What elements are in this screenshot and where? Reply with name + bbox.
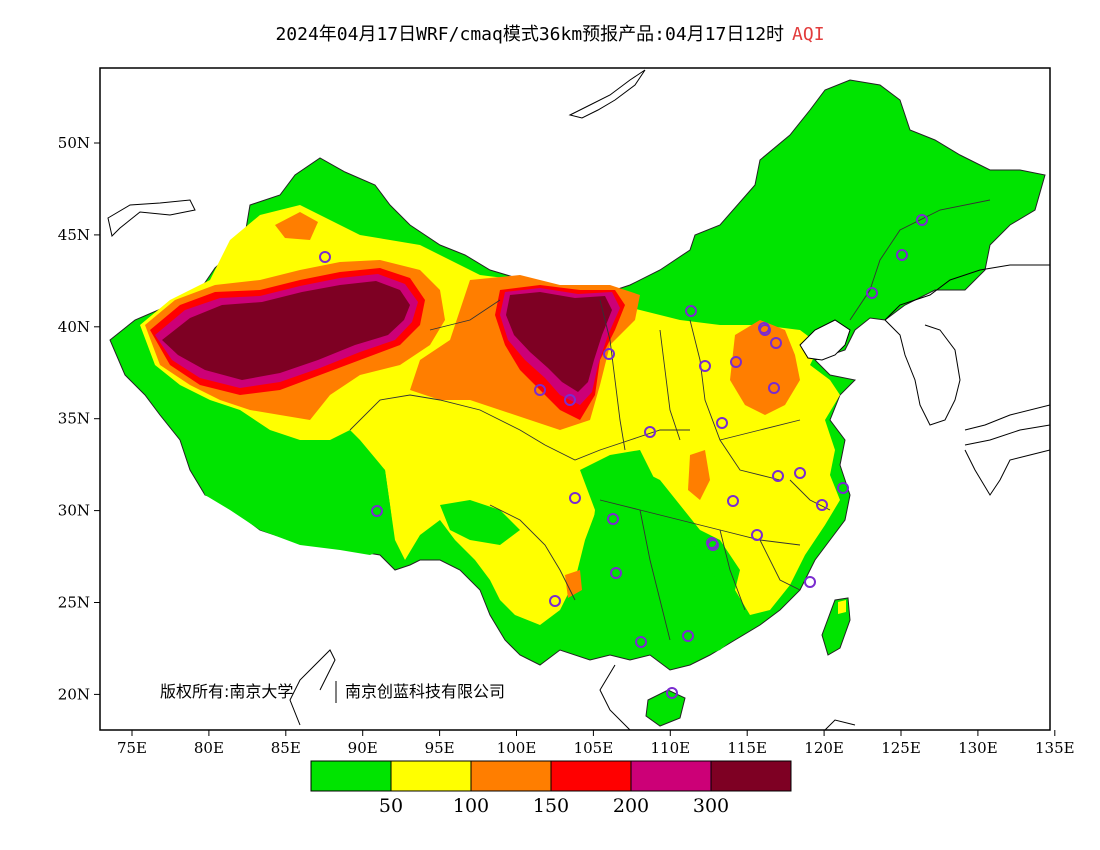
station-marker	[607, 513, 619, 525]
aqi-good-hainan	[645, 689, 686, 727]
lat-tick-label: 50N	[58, 134, 90, 152]
lat-tick-label: 35N	[58, 410, 90, 428]
aqi-good-sichuan	[440, 500, 520, 545]
station-marker	[816, 499, 828, 511]
station-marker	[549, 595, 561, 607]
station-marker	[635, 636, 647, 648]
plot-frame	[99, 67, 1051, 731]
station-marker	[707, 539, 719, 551]
lat-tick-label: 30N	[58, 502, 90, 520]
province-borders	[349, 199, 991, 641]
lon-tick-label: 80E	[194, 739, 224, 757]
legend-label: 150	[533, 795, 569, 817]
lon-tick-label: 85E	[271, 739, 301, 757]
lon-tick-label: 135E	[1035, 739, 1075, 757]
station-marker	[768, 382, 780, 394]
aqi-hazardous-alxa	[506, 292, 612, 392]
lon-tick-label: 90E	[348, 739, 378, 757]
station-marker	[916, 214, 928, 226]
title-variable: AQI	[792, 24, 825, 45]
map-title: 2024年04月17日WRF/cmaq模式36km预报产品:04月17日12时 A…	[0, 20, 1100, 46]
station-marker	[564, 394, 576, 406]
station-marker	[666, 687, 678, 699]
map-area	[107, 69, 1050, 730]
station-marker	[716, 417, 728, 429]
station-marker	[371, 505, 383, 517]
aqi-usg-north-plain	[730, 320, 800, 415]
lon-tick-label: 110E	[651, 739, 691, 757]
legend-label: 50	[379, 795, 403, 817]
station-marker	[534, 384, 546, 396]
bohai-sea	[799, 319, 851, 361]
lat-tick-label: 20N	[58, 685, 90, 703]
lat-tick-label: 45N	[58, 226, 90, 244]
aqi-usg-yunnan	[565, 570, 582, 598]
lat-tick-label: 25N	[58, 594, 90, 612]
station-marker	[804, 576, 816, 588]
legend-label: 200	[613, 795, 649, 817]
station-marker	[699, 360, 711, 372]
title-prefix: 2024年04月17日WRF/cmaq模式36km预报产品:04月17日12时	[275, 24, 785, 45]
station-marker	[319, 251, 331, 263]
aqi-usg-junggar	[275, 212, 318, 240]
aqi-legend: 50 100 150 200 300	[310, 760, 792, 817]
station-marker	[866, 287, 878, 299]
aqi-moderate-taiwan	[838, 600, 846, 614]
lon-tick-label: 115E	[727, 739, 767, 757]
legend-swatch	[470, 760, 552, 792]
lon-tick-label: 130E	[958, 739, 998, 757]
legend-swatch	[550, 760, 632, 792]
legend-swatch	[630, 760, 712, 792]
station-marker	[751, 529, 763, 541]
legend-label: 100	[453, 795, 489, 817]
station-marker	[682, 630, 694, 642]
lon-tick-label: 75E	[117, 739, 147, 757]
station-marker	[603, 348, 615, 360]
lon-ticks: 75E 80E 85E 90E 95E 100E 105E 110E 115E 120E 125E 1…	[117, 730, 1075, 757]
station-marker	[727, 495, 739, 507]
copyright-left: 版权所有:南京大学	[160, 682, 293, 701]
station-marker	[837, 482, 849, 494]
lon-tick-label: 125E	[881, 739, 921, 757]
lon-tick-label: 95E	[425, 739, 455, 757]
aqi-hazardous-taklimakan	[162, 281, 410, 380]
station-marker	[685, 305, 697, 317]
legend-swatch	[390, 760, 472, 792]
lat-tick-label: 40N	[58, 318, 90, 336]
station-marker	[772, 470, 784, 482]
lon-tick-label: 100E	[497, 739, 537, 757]
station-marker	[644, 426, 656, 438]
station-marker	[730, 356, 742, 368]
legend-swatch	[310, 760, 392, 792]
legend-swatch	[710, 760, 792, 792]
station-marker	[794, 467, 806, 479]
lat-ticks: 50N 45N 40N 35N 30N 25N 20N	[58, 134, 100, 703]
legend-label: 300	[693, 795, 729, 817]
lon-tick-label: 105E	[574, 739, 614, 757]
copyright-right: 南京创蓝科技有限公司	[345, 682, 505, 701]
station-marker	[896, 249, 908, 261]
station-markers	[319, 214, 928, 699]
station-marker	[610, 567, 622, 579]
aqi-good-tibet	[190, 430, 395, 555]
station-marker	[759, 324, 771, 336]
station-marker	[569, 492, 581, 504]
neighbor-coastlines	[107, 69, 1050, 730]
station-marker	[770, 337, 782, 349]
lon-tick-label: 120E	[804, 739, 844, 757]
aqi-usg-central	[688, 450, 710, 500]
aqi-good-south	[575, 450, 745, 660]
